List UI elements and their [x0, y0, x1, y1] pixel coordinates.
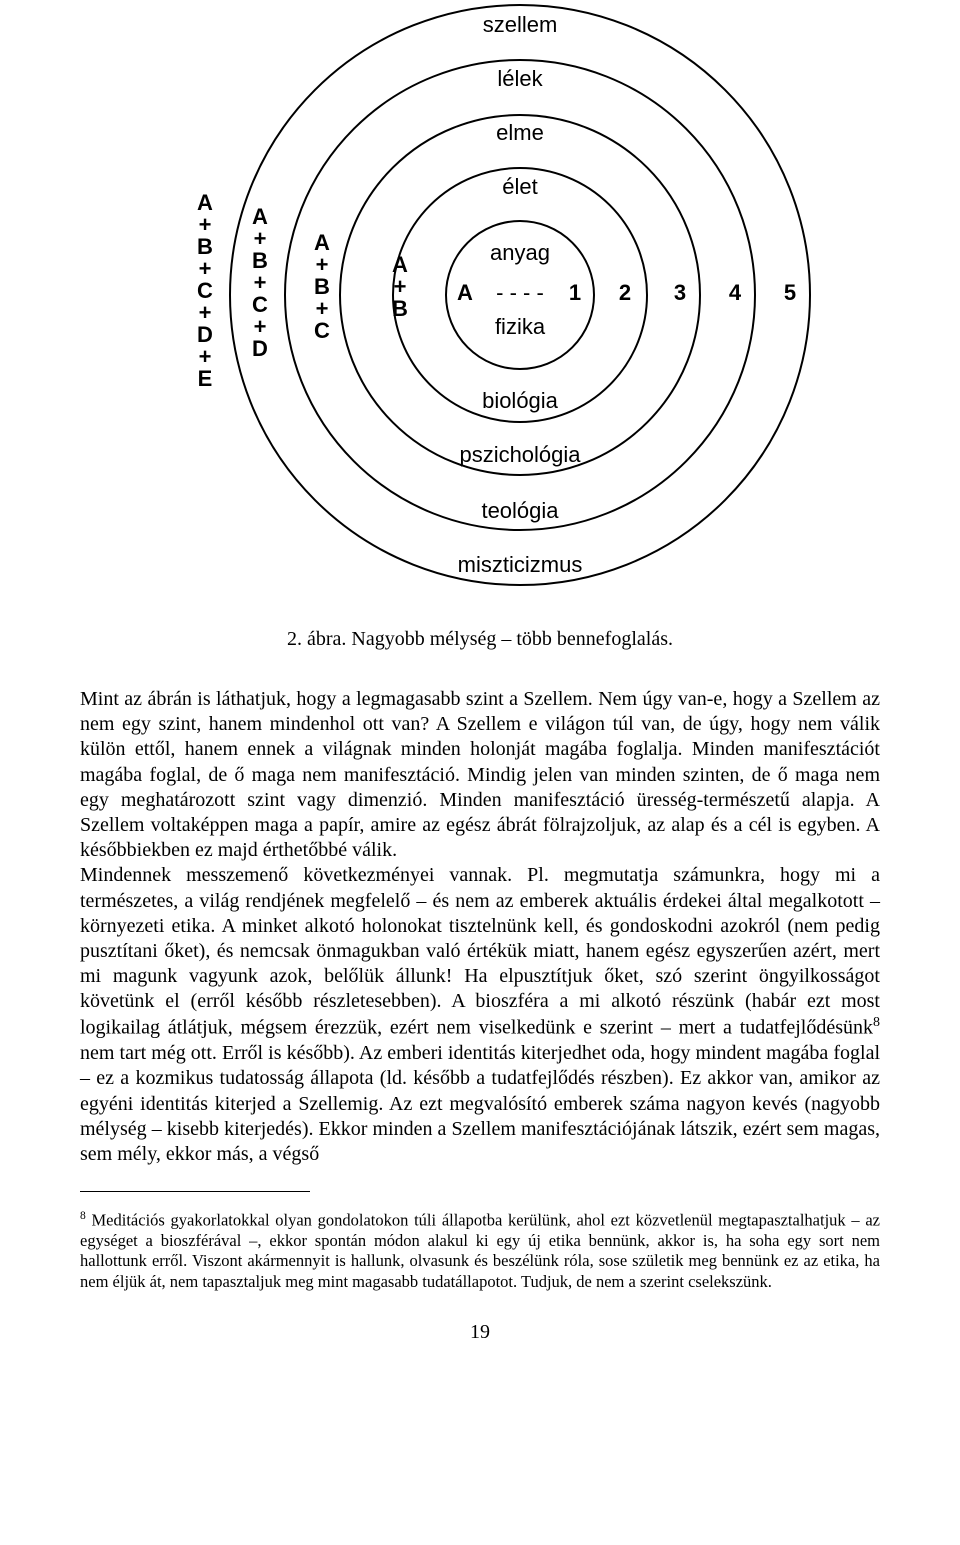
center-left-A: A — [457, 280, 473, 305]
ring-4-top-label: lélek — [497, 66, 543, 91]
footnote-separator — [80, 1191, 310, 1192]
footnote-ref-8: 8 — [873, 1015, 880, 1030]
col1-D: D — [252, 336, 268, 361]
col0-E: E — [198, 366, 213, 391]
footnote-num: 8 — [80, 1210, 86, 1222]
col3-B: B — [392, 296, 408, 321]
ring-2-number: 2 — [619, 280, 631, 305]
ring-1-bottom-label: fizika — [495, 314, 546, 339]
ring-4-bottom-label: teológia — [481, 498, 559, 523]
page-number: 19 — [80, 1321, 880, 1344]
ring-3-number: 3 — [674, 280, 686, 305]
body-text-part1: Mint az ábrán is láthatjuk, hogy a legma… — [80, 688, 880, 1039]
ring-4-number: 4 — [729, 280, 742, 305]
col2-C: C — [314, 318, 330, 343]
ring-5-top-label: szellem — [483, 12, 558, 37]
concentric-diagram: szellem lélek elme élet anyag fizika bio… — [100, 0, 860, 600]
body-text-part2: nem tart még ott. Erről is később). Az e… — [80, 1042, 880, 1165]
footnote-8: 8 Meditációs gyakorlatokkal olyan gondol… — [80, 1209, 880, 1293]
ring-5-number: 5 — [784, 280, 796, 305]
ring-5-bottom-label: miszticizmus — [458, 552, 583, 577]
ring-2-top-label: élet — [502, 174, 537, 199]
figure-caption: 2. ábra. Nagyobb mélység – több bennefog… — [80, 628, 880, 651]
ring-2-bottom-label: biológia — [482, 388, 559, 413]
diagram-container: szellem lélek elme élet anyag fizika bio… — [80, 0, 880, 600]
body-text: Mint az ábrán is láthatjuk, hogy a legma… — [80, 687, 880, 1167]
page: szellem lélek elme élet anyag fizika bio… — [0, 0, 960, 1384]
footnote-text: Meditációs gyakorlatokkal olyan gondolat… — [80, 1210, 880, 1291]
ring-3-top-label: elme — [496, 120, 544, 145]
ring-1-number: 1 — [569, 280, 581, 305]
ring-1-top-label: anyag — [490, 240, 550, 265]
ring-3-bottom-label: pszichológia — [459, 442, 581, 467]
center-dashes: - - - - — [496, 280, 544, 305]
